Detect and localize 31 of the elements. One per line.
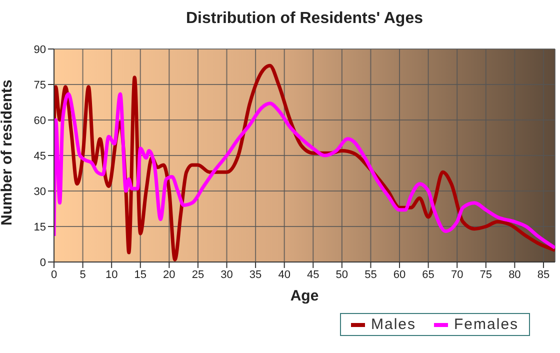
x-tick-label: 35 [249,268,262,281]
y-axis-title: Number of residents [0,80,16,226]
x-tick-label: 20 [163,268,176,281]
y-tick-label: 90 [34,44,46,56]
y-tick-label: 75 [34,79,46,92]
x-tick-label: 55 [364,268,377,281]
y-tick-label: 60 [34,114,46,127]
chart-title: Distribution of Residents' Ages [184,10,424,28]
x-tick-label: 40 [278,268,290,281]
y-tick-label: 15 [34,221,46,234]
x-tick-label: 30 [220,268,233,281]
x-tick-label: 10 [105,268,118,281]
x-tick-label: 60 [393,268,406,281]
x-tick-label: 50 [336,268,348,281]
x-tick-label: 0 [50,268,58,281]
x-tick-label: 75 [480,268,492,281]
x-tick-label: 70 [450,268,464,281]
y-tick-label: 0 [40,256,46,269]
x-tick-label: 25 [192,268,204,281]
y-tick-label: 30 [34,186,46,198]
x-axis-title: Age [290,288,319,305]
x-tick-label: 65 [422,268,434,281]
x-tick-label: 45 [307,268,320,281]
x-tick-label: 5 [80,268,86,281]
y-tick-label: 45 [34,150,46,162]
line-series [54,92,555,250]
legend-label: Females [453,316,519,333]
x-tick-label: 15 [134,268,147,281]
x-tick-label: 80 [508,268,521,281]
legend-label: Males [370,316,416,333]
x-tick-label: 85 [537,268,550,281]
